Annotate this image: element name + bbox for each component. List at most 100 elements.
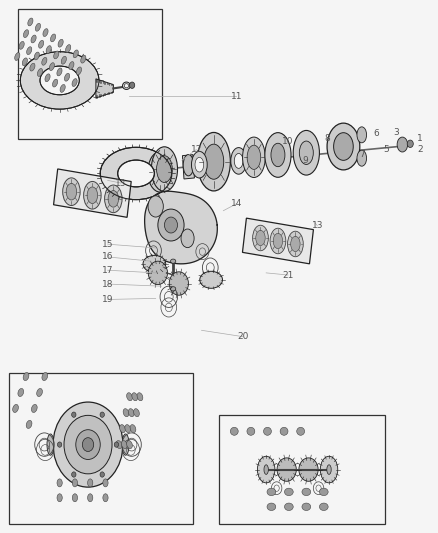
Ellipse shape xyxy=(39,41,44,48)
Text: 6: 6 xyxy=(373,129,379,138)
Ellipse shape xyxy=(125,425,131,433)
Text: 21: 21 xyxy=(283,271,293,279)
Ellipse shape xyxy=(264,465,268,474)
Ellipse shape xyxy=(169,272,188,295)
Ellipse shape xyxy=(108,191,119,207)
Ellipse shape xyxy=(357,150,367,166)
Ellipse shape xyxy=(31,35,36,43)
Text: 9: 9 xyxy=(303,156,308,165)
Bar xyxy=(18,9,162,139)
Ellipse shape xyxy=(285,488,293,496)
Ellipse shape xyxy=(127,393,132,401)
Circle shape xyxy=(72,412,76,417)
Ellipse shape xyxy=(280,427,288,435)
Ellipse shape xyxy=(122,434,129,455)
Ellipse shape xyxy=(72,494,78,502)
Ellipse shape xyxy=(88,494,93,502)
Ellipse shape xyxy=(204,144,224,179)
Circle shape xyxy=(82,438,94,451)
Ellipse shape xyxy=(66,183,77,200)
Ellipse shape xyxy=(20,52,99,109)
Ellipse shape xyxy=(47,434,54,455)
Text: 19: 19 xyxy=(102,295,113,304)
Ellipse shape xyxy=(63,178,80,206)
Circle shape xyxy=(130,82,135,88)
Ellipse shape xyxy=(357,127,367,143)
Text: 15: 15 xyxy=(102,240,113,249)
Ellipse shape xyxy=(128,409,134,417)
Ellipse shape xyxy=(302,503,311,511)
Ellipse shape xyxy=(49,63,54,70)
Ellipse shape xyxy=(45,74,50,82)
Ellipse shape xyxy=(132,393,138,401)
Ellipse shape xyxy=(26,421,32,429)
Text: 1: 1 xyxy=(417,134,423,143)
Text: 7: 7 xyxy=(359,150,365,159)
Ellipse shape xyxy=(18,389,24,397)
Ellipse shape xyxy=(265,133,291,177)
Ellipse shape xyxy=(64,74,70,81)
Text: 20: 20 xyxy=(237,332,249,341)
Ellipse shape xyxy=(54,51,59,59)
Ellipse shape xyxy=(130,425,136,433)
Ellipse shape xyxy=(84,181,101,209)
Ellipse shape xyxy=(58,39,63,47)
Ellipse shape xyxy=(103,479,108,487)
Text: 12: 12 xyxy=(191,145,202,154)
Ellipse shape xyxy=(267,488,276,496)
Ellipse shape xyxy=(121,441,127,449)
Ellipse shape xyxy=(243,137,265,177)
Ellipse shape xyxy=(277,458,296,481)
Ellipse shape xyxy=(13,405,18,413)
Ellipse shape xyxy=(297,427,304,435)
Text: 18: 18 xyxy=(102,279,113,288)
Ellipse shape xyxy=(27,47,32,54)
Ellipse shape xyxy=(247,145,261,169)
Circle shape xyxy=(64,415,112,474)
Ellipse shape xyxy=(57,494,62,502)
Text: 3: 3 xyxy=(393,127,399,136)
Ellipse shape xyxy=(195,157,204,172)
Ellipse shape xyxy=(37,389,42,397)
Circle shape xyxy=(76,430,100,459)
Ellipse shape xyxy=(72,479,78,487)
Ellipse shape xyxy=(105,185,122,213)
Ellipse shape xyxy=(22,58,28,66)
Circle shape xyxy=(53,402,123,487)
Ellipse shape xyxy=(66,45,71,52)
Circle shape xyxy=(407,140,413,148)
Ellipse shape xyxy=(264,427,272,435)
Ellipse shape xyxy=(234,154,243,168)
Ellipse shape xyxy=(327,123,360,170)
Circle shape xyxy=(164,217,177,233)
Bar xyxy=(53,169,131,217)
Text: 13: 13 xyxy=(115,179,127,188)
Ellipse shape xyxy=(40,66,79,95)
Ellipse shape xyxy=(231,148,247,174)
Ellipse shape xyxy=(319,488,328,496)
Ellipse shape xyxy=(153,160,167,184)
Ellipse shape xyxy=(320,456,338,483)
Ellipse shape xyxy=(258,456,275,483)
Ellipse shape xyxy=(134,409,139,417)
Ellipse shape xyxy=(270,228,286,254)
Text: 5: 5 xyxy=(383,145,389,154)
Polygon shape xyxy=(96,79,113,98)
Ellipse shape xyxy=(127,441,132,449)
Ellipse shape xyxy=(285,503,293,511)
Ellipse shape xyxy=(37,69,42,76)
Polygon shape xyxy=(145,191,217,264)
Ellipse shape xyxy=(24,30,28,37)
Ellipse shape xyxy=(123,82,131,90)
Ellipse shape xyxy=(319,503,328,511)
Ellipse shape xyxy=(42,373,48,381)
Ellipse shape xyxy=(76,67,81,75)
Ellipse shape xyxy=(118,160,154,187)
Ellipse shape xyxy=(288,231,303,257)
Ellipse shape xyxy=(88,479,93,487)
Ellipse shape xyxy=(28,18,33,26)
Ellipse shape xyxy=(183,155,194,176)
Ellipse shape xyxy=(148,196,163,217)
Text: 13: 13 xyxy=(311,221,323,230)
Text: 16: 16 xyxy=(102,253,113,261)
